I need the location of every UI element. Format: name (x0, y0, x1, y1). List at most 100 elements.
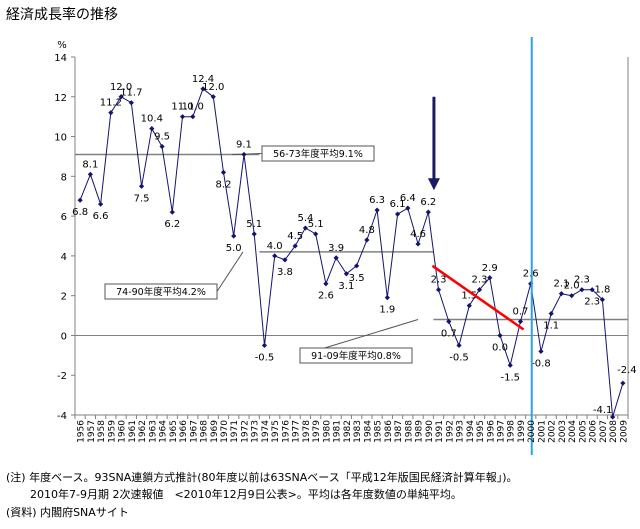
x-tick-labels: 1956 1957 1958 1959 1960 1961 1962 1963 1964 1965… (77, 420, 630, 443)
x-tick-label-1981: 1981 (333, 420, 343, 443)
x-tick-label-1988: 1988 (404, 420, 414, 443)
data-label-1965: 6.2 (164, 219, 180, 230)
data-label-2000: 2.6 (523, 269, 539, 280)
x-tick-label-1983: 1983 (353, 420, 363, 443)
y-tick-label: 0 (61, 331, 67, 342)
y-axis-unit-label: % (57, 40, 67, 51)
data-point-1961 (128, 100, 134, 106)
data-label-2007: 1.8 (594, 285, 610, 296)
data-point-1970 (220, 169, 227, 175)
data-point-1991 (435, 287, 442, 293)
data-label-1988: 6.4 (400, 193, 416, 204)
data-point-1969 (210, 94, 216, 100)
data-point-1960 (118, 94, 124, 100)
data-label-1972: 9.1 (236, 139, 252, 150)
growth-rate-chart: 経済成長率の推移 % -4 -2 0 2 4 6 8 10 12 14 56-73年度平均9.1%… (6, 6, 637, 455)
data-label-1974: -0.5 (255, 352, 275, 363)
data-point-1964 (159, 143, 165, 150)
data-label-1984: 4.8 (359, 225, 375, 236)
data-label-1983: 3.5 (349, 273, 365, 284)
chart-title: 経済成長率の推移 (6, 6, 118, 23)
data-point-1999 (517, 318, 524, 325)
data-point-1968 (200, 86, 206, 92)
average-callout-label: 56-73年度平均9.1% (273, 148, 363, 160)
x-tick-label-1990: 1990 (425, 420, 435, 443)
data-label-1971: 5.0 (226, 243, 242, 254)
x-tick-label-1973: 1973 (251, 420, 261, 443)
data-label-1991: 2.3 (431, 275, 447, 286)
x-tick-label-2006: 2006 (589, 420, 599, 443)
data-label-1962: 7.5 (134, 193, 150, 204)
x-tick-label-2003: 2003 (558, 420, 568, 443)
data-point-1986 (384, 295, 390, 301)
x-tick-label-1970: 1970 (220, 420, 230, 443)
data-label-1995: 2.3 (472, 275, 488, 286)
y-tick-label: -4 (57, 411, 67, 422)
data-point-1995 (476, 287, 483, 293)
data-label-2006: 2.3 (584, 297, 600, 308)
data-point-1956 (77, 197, 83, 203)
x-tick-label-2004: 2004 (568, 420, 578, 443)
data-label-1961: 11.7 (120, 88, 142, 99)
data-point-1957 (87, 171, 93, 177)
x-tick-label-2001: 2001 (537, 420, 547, 443)
data-point-1977 (292, 243, 298, 249)
x-tick-label-1974: 1974 (261, 420, 271, 443)
data-point-1989 (415, 241, 421, 247)
data-point-2008 (610, 414, 616, 420)
data-label-1981: 3.9 (328, 243, 344, 254)
data-label-1964: 9.5 (154, 132, 170, 143)
data-point-1990 (425, 209, 431, 215)
x-tick-label-1975: 1975 (271, 420, 281, 443)
y-tick-label: 12 (54, 93, 67, 104)
trend-line (431, 264, 525, 331)
x-tick-label-1967: 1967 (189, 420, 199, 443)
data-label-1977: 4.5 (287, 231, 303, 242)
average-callout-box (104, 283, 218, 300)
data-label-1996: 2.9 (482, 263, 498, 274)
data-point-1974 (261, 342, 268, 348)
data-label-1998: -1.5 (500, 372, 520, 383)
data-point-2009 (620, 380, 626, 386)
data-label-1958: 6.6 (93, 211, 109, 222)
x-tick-label-1965: 1965 (169, 420, 179, 443)
x-tick-label-2002: 2002 (548, 420, 558, 443)
data-label-1975: 4.0 (267, 241, 283, 252)
data-label-1997: 0.0 (492, 342, 508, 353)
data-point-1988 (405, 205, 411, 211)
data-label-1979: 5.1 (308, 219, 324, 230)
average-callout-label: 91-09年度平均0.8% (311, 350, 401, 362)
data-point-1980 (323, 281, 329, 287)
note-line-2: 2010年7-9月期 2次速報値 <2010年12月9日公表>。平均は各年度数値… (30, 488, 462, 501)
data-point-1965 (169, 209, 175, 215)
data-point-1962 (138, 183, 145, 189)
x-tick-label-1971: 1971 (230, 420, 240, 443)
data-point-2000 (528, 281, 534, 287)
data-point-2005 (579, 287, 585, 293)
x-tick-label-1991: 1991 (435, 420, 445, 443)
data-point-1982 (343, 271, 349, 277)
axes: -4 -2 0 2 4 6 8 10 12 14 (54, 53, 629, 422)
data-point-2003 (558, 291, 565, 297)
data-points (77, 86, 626, 420)
data-label-1990: 6.2 (420, 197, 436, 208)
x-tick-label-1963: 1963 (148, 420, 158, 443)
x-tick-label-1985: 1985 (374, 420, 384, 443)
data-point-1996 (487, 275, 493, 281)
data-point-1972 (241, 151, 247, 158)
x-tick-label-1976: 1976 (281, 420, 291, 443)
data-label-1994: 1.5 (461, 291, 477, 302)
data-point-1966 (179, 114, 186, 120)
data-point-1975 (272, 253, 278, 259)
data-label-1976: 3.8 (277, 267, 293, 278)
data-point-1967 (190, 114, 196, 120)
x-tick-label-2000: 2000 (527, 420, 537, 443)
data-label-1967: 11.0 (182, 102, 204, 113)
data-point-1976 (282, 257, 288, 263)
y-tick-label: 8 (61, 172, 67, 183)
x-tick-label-1998: 1998 (507, 420, 517, 443)
data-point-1963 (149, 126, 155, 132)
x-tick-label-1995: 1995 (476, 420, 486, 443)
data-label-1957: 8.1 (82, 159, 98, 170)
data-point-1994 (466, 303, 472, 309)
